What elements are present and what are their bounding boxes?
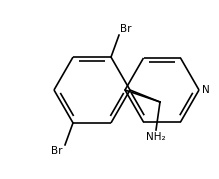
Text: N: N	[202, 85, 210, 95]
Text: Br: Br	[51, 146, 63, 156]
Text: Br: Br	[120, 24, 131, 34]
Text: NH₂: NH₂	[146, 132, 166, 142]
